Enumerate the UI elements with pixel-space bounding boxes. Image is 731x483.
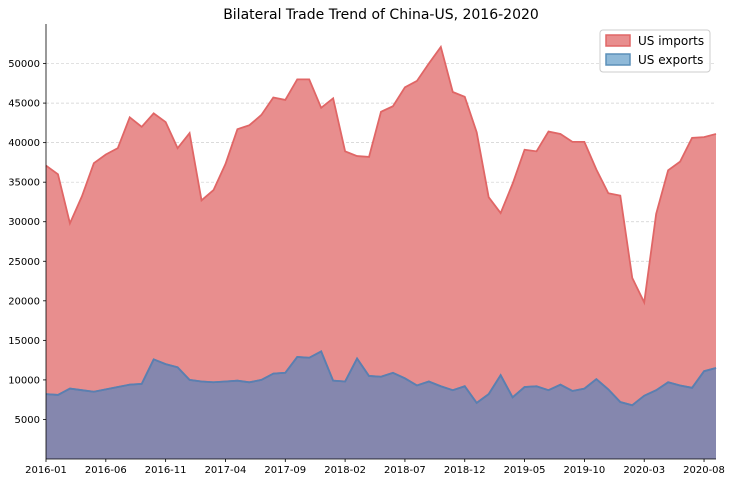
x-tick-label: 2020-08: [683, 465, 725, 476]
y-tick-label: 50000: [8, 59, 40, 70]
x-tick-label: 2016-11: [145, 465, 187, 476]
x-tick-label: 2019-05: [504, 465, 546, 476]
series-line-us-imports: [45, 44, 717, 306]
x-tick-label: 2016-06: [85, 465, 127, 476]
y-tick-label: 20000: [8, 296, 40, 307]
x-tick-label: 2016-01: [25, 465, 67, 476]
x-tick-label: 2017-04: [205, 465, 247, 476]
y-tick-label: 35000: [8, 178, 40, 189]
chart-title: Bilateral Trade Trend of China-US, 2016-…: [223, 7, 539, 23]
y-tick-label: 5000: [15, 415, 40, 426]
x-tick-label: 2019-10: [563, 465, 605, 476]
series-line-us-exports-top: [45, 350, 717, 407]
y-tick-label: 30000: [8, 217, 40, 228]
plot-area: [45, 44, 717, 459]
y-tick-label: 40000: [8, 138, 40, 149]
x-tick-label: 2020-03: [623, 465, 665, 476]
legend-label-us-exports: US exports: [638, 53, 703, 67]
legend: US imports US exports: [599, 29, 711, 73]
legend-label-us-imports: US imports: [638, 34, 704, 48]
axes: [45, 24, 716, 460]
x-axis-ticks: 2016-01 2016-06 2016-11 2017-04 2017-09 2018-…: [25, 459, 725, 476]
y-tick-label: 45000: [8, 99, 40, 110]
y-tick-label: 15000: [8, 336, 40, 347]
x-tick-label: 2017-09: [264, 465, 306, 476]
area-fill-us-imports: [46, 46, 716, 459]
x-tick-label: 2018-07: [384, 465, 426, 476]
y-axis-ticks: 5000 10000 15000 20000 25000 30000 35000 40000 4…: [8, 59, 46, 426]
legend-swatch-us-imports: [605, 34, 631, 47]
y-tick-label: 25000: [8, 257, 40, 268]
area-overlap: [46, 351, 716, 459]
x-tick-label: 2018-12: [444, 465, 486, 476]
x-tick-label: 2018-02: [324, 465, 366, 476]
legend-swatch-us-exports: [605, 53, 631, 66]
y-tick-label: 10000: [8, 375, 40, 386]
